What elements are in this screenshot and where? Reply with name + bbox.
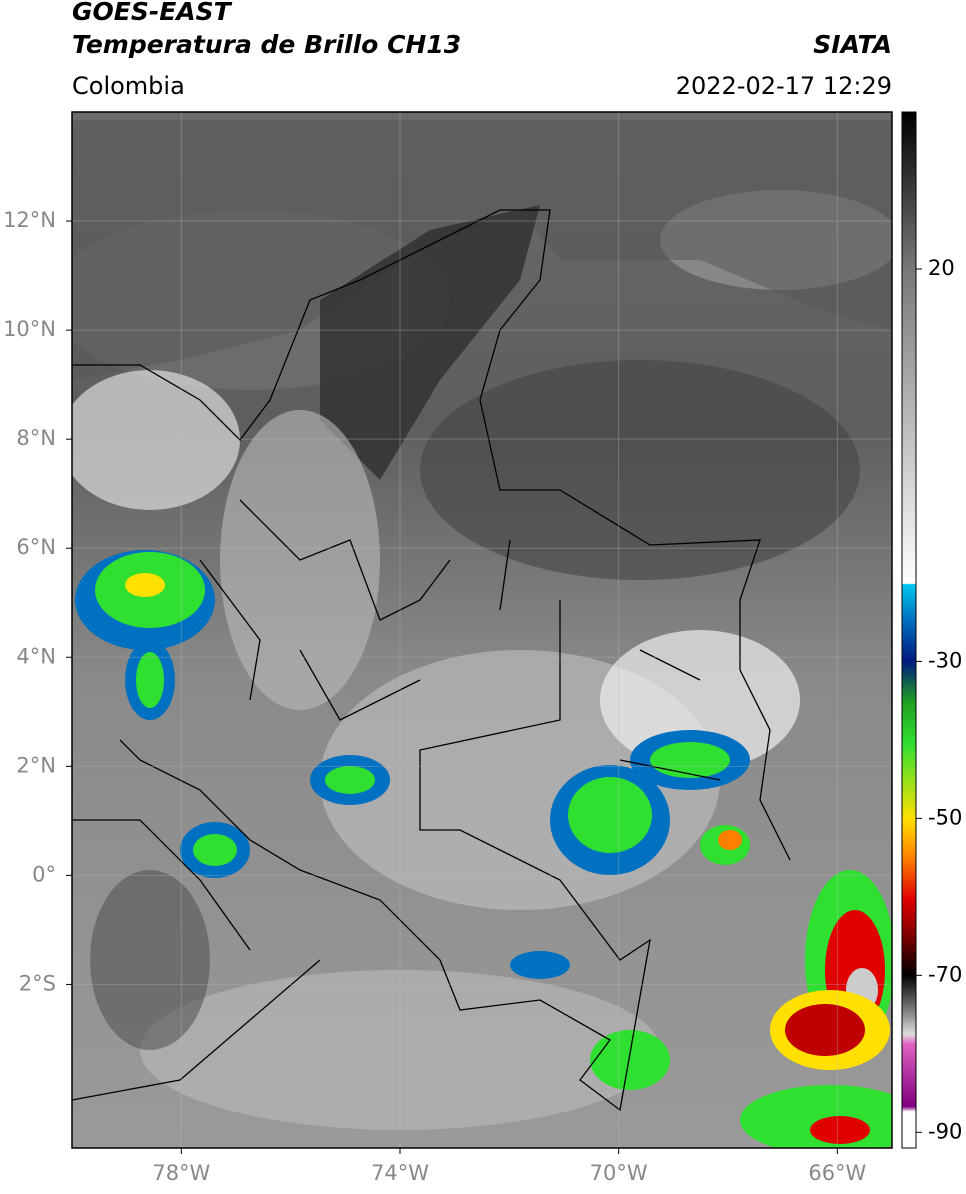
grid: [72, 112, 892, 1148]
colorbar-tick-label: -70: [928, 962, 962, 986]
title: GOES-EAST: [72, 0, 233, 26]
region: Colombia: [72, 72, 185, 100]
labels: 78°W 74°W 70°W 66°W 12°N 10°N 8°N 6°N 4°N 2°N 0° 2°…: [3, 208, 962, 1185]
colorbar: [901, 111, 917, 1149]
x-tick-label: 66°W: [808, 1161, 866, 1185]
y-tick-label: 12°N: [3, 208, 56, 232]
y-tick-label: 2°S: [19, 971, 56, 995]
y-tick-label: 2°N: [16, 753, 56, 777]
y-tick-label: 4°N: [16, 644, 56, 668]
x-tick-label: 70°W: [590, 1161, 648, 1185]
source: SIATA: [813, 30, 892, 59]
y-tick-label: 8°N: [16, 426, 56, 450]
y-tick-label: 10°N: [3, 317, 56, 341]
satellite-image: [72, 112, 892, 1148]
x-tick-label: 74°W: [371, 1161, 429, 1185]
y-tick-label: 6°N: [16, 535, 56, 559]
subtitle: Temperatura de Brillo CH13: [72, 30, 461, 59]
colorbar-tick-label: -50: [928, 805, 962, 829]
y-tick-label: 0°: [32, 862, 56, 886]
x-tick-label: 78°W: [152, 1161, 210, 1185]
colorbar-tick-label: -90: [928, 1119, 962, 1143]
colorbar-tick-label: -30: [928, 648, 962, 672]
map-frame: [71, 111, 893, 1149]
datetime: 2022-02-17 12:29: [676, 72, 892, 100]
colorbar-tick-label: 20: [928, 256, 955, 280]
